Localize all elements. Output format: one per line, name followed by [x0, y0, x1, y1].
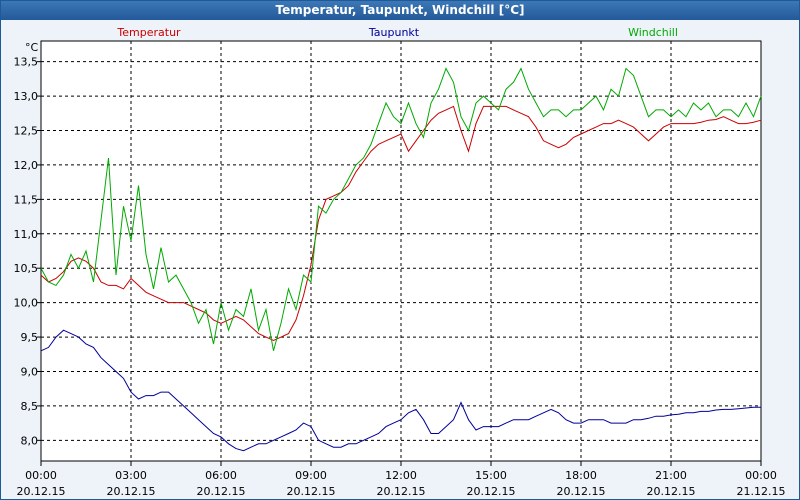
y-tick-label: 10,5 — [14, 262, 39, 275]
x-axis: 00:00 20.12.15 03:00 20.12.15 06:00 20.12.15 0… — [17, 461, 786, 498]
y-axis: 8,0 8,5 9,0 9,5 10,0 10,5 11,0 11,5 12,0 12,5 13,0… — [14, 56, 41, 447]
y-tick-label: 8,0 — [21, 434, 39, 447]
series-layer — [40, 67, 762, 452]
y-tick-label: 12,5 — [14, 125, 39, 138]
x-tick-time-label: 15:00 — [475, 469, 507, 482]
legend-entry-windchill: Windchill — [628, 26, 678, 39]
x-tick-time-label: 00:00 — [25, 469, 57, 482]
x-tick-date-label: 20.12.15 — [287, 485, 336, 498]
y-tick-label: 10,0 — [14, 297, 39, 310]
x-tick-time-label: 03:00 — [115, 469, 147, 482]
y-tick-label: 11,0 — [14, 228, 39, 241]
x-tick-time-label: 12:00 — [385, 469, 417, 482]
x-tick-date-label: 20.12.15 — [557, 485, 606, 498]
y-tick-label: 11,5 — [14, 193, 39, 206]
legend-entry-taupunkt: Taupunkt — [368, 26, 420, 39]
legend: Temperatur Taupunkt Windchill — [116, 26, 678, 39]
x-tick-date-label: 20.12.15 — [467, 485, 516, 498]
x-tick-date-label: 20.12.15 — [107, 485, 156, 498]
x-tick-time-label: 18:00 — [565, 469, 597, 482]
grid — [41, 41, 761, 461]
chart-canvas: Temperatur Taupunkt Windchill 8,0 8,5 9,0 9,5… — [14, 26, 786, 498]
x-tick-date-label: 21.12.15 — [737, 485, 786, 498]
window-title: Temperatur, Taupunkt, Windchill [°C] — [1, 1, 799, 20]
series-line-taupunkt — [40, 329, 761, 452]
x-tick-time-label: 06:00 — [205, 469, 237, 482]
legend-entry-temperatur: Temperatur — [116, 26, 181, 39]
series-line-temperatur — [40, 105, 762, 342]
y-tick-label: 12,0 — [14, 159, 39, 172]
x-tick-date-label: 20.12.15 — [647, 485, 696, 498]
series-line-windchill — [40, 67, 762, 351]
y-tick-label: 9,5 — [21, 331, 39, 344]
y-tick-label: 13,0 — [14, 90, 39, 103]
y-tick-label: 8,5 — [21, 400, 39, 413]
y-axis-label: °C — [25, 41, 39, 54]
x-tick-date-label: 20.12.15 — [17, 485, 66, 498]
x-tick-time-label: 09:00 — [295, 469, 327, 482]
x-tick-time-label: 21:00 — [655, 469, 687, 482]
x-tick-time-label: 00:00 — [745, 469, 777, 482]
y-tick-label: 9,0 — [21, 365, 39, 378]
x-tick-date-label: 20.12.15 — [197, 485, 246, 498]
x-tick-date-label: 20.12.15 — [377, 485, 426, 498]
y-tick-label: 13,5 — [14, 56, 39, 69]
